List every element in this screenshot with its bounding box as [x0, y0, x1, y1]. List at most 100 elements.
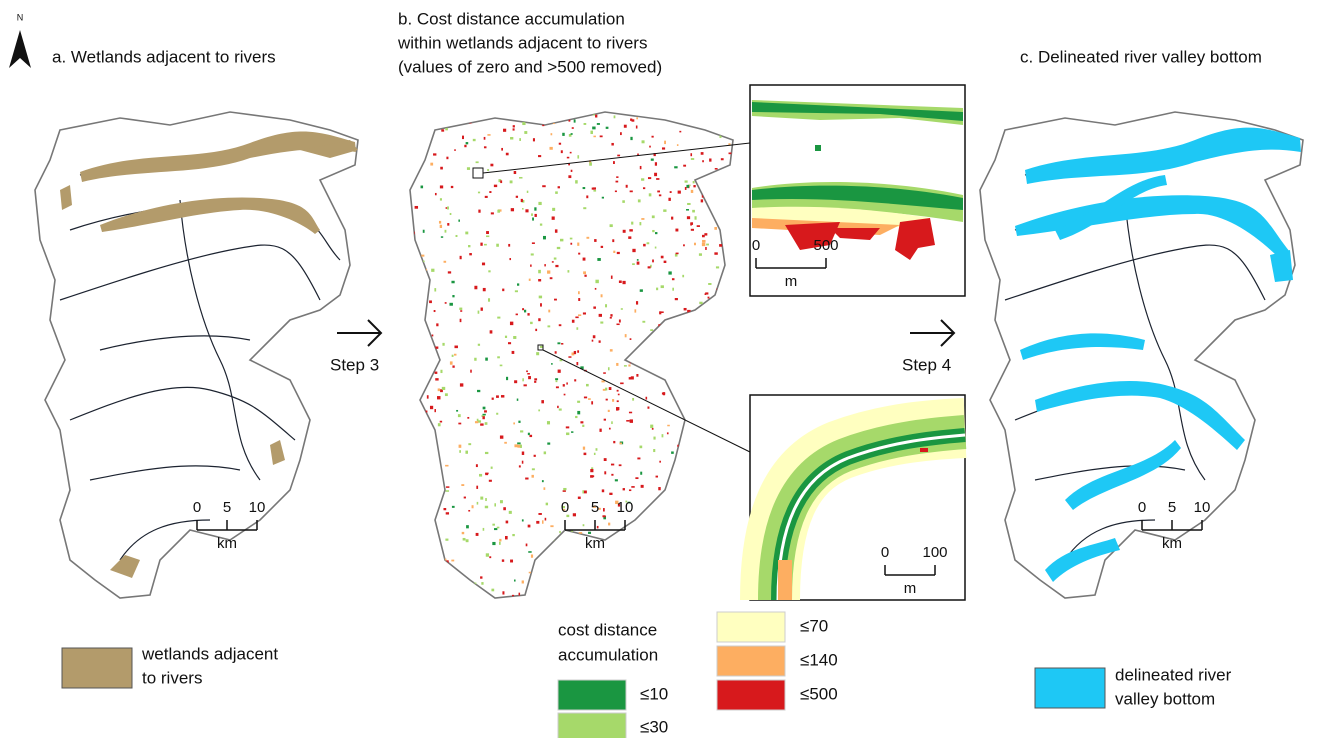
pixel	[414, 440, 417, 443]
pixel	[429, 300, 432, 303]
pixel	[432, 335, 434, 337]
pixel	[430, 406, 433, 409]
pixel	[604, 471, 606, 474]
pixel	[577, 401, 580, 403]
pixel	[611, 474, 613, 476]
pixel	[410, 561, 412, 564]
pixel	[632, 249, 635, 252]
pixel	[626, 185, 628, 188]
pixel	[557, 342, 560, 344]
pixel	[502, 559, 504, 561]
pixel	[730, 507, 733, 509]
pixel	[470, 370, 472, 373]
pixel	[648, 342, 650, 345]
pixel	[583, 524, 585, 526]
pixel	[674, 320, 677, 323]
pixel	[549, 147, 552, 150]
inset	[750, 395, 965, 600]
pixel	[484, 146, 487, 148]
pixel	[686, 209, 689, 211]
pixel	[441, 236, 443, 238]
pixel	[552, 261, 554, 263]
pixel	[554, 299, 557, 301]
pixel	[615, 191, 617, 193]
pixel	[531, 253, 534, 255]
pixel	[567, 157, 569, 159]
pixel	[707, 419, 709, 421]
pixel	[706, 596, 709, 599]
legend-swatch	[558, 713, 626, 738]
pixel	[484, 244, 487, 246]
pixel	[524, 131, 527, 134]
pixel	[434, 409, 436, 412]
pixel	[431, 529, 433, 532]
pixel	[563, 384, 565, 386]
pixel	[664, 261, 667, 263]
pixel	[435, 372, 438, 374]
pixel	[531, 475, 533, 478]
pixel	[454, 354, 456, 356]
pixel	[721, 539, 723, 541]
pixel	[687, 398, 689, 400]
pixel	[478, 192, 480, 194]
pixel	[450, 361, 453, 364]
pixel	[682, 320, 684, 322]
pixel	[650, 425, 653, 428]
pixel	[528, 433, 530, 435]
pixel	[573, 513, 576, 516]
pixel	[414, 590, 417, 592]
pixel	[729, 409, 732, 412]
pixel	[571, 170, 573, 172]
pixel	[582, 490, 584, 493]
pixel	[519, 177, 522, 179]
pixel	[531, 213, 533, 216]
pixel	[724, 590, 727, 593]
pixel	[597, 123, 600, 125]
pixel	[486, 236, 489, 238]
pixel	[566, 433, 569, 436]
pixel	[514, 380, 517, 383]
pixel	[694, 243, 696, 246]
pixel	[540, 224, 542, 226]
pixel	[631, 376, 634, 379]
pixel	[574, 120, 576, 123]
pixel	[607, 573, 609, 575]
pixel	[698, 384, 701, 387]
pixel	[583, 447, 585, 450]
pixel	[483, 528, 485, 531]
pixel	[447, 223, 449, 226]
pixel	[488, 270, 490, 272]
pixel	[617, 573, 620, 575]
pixel	[565, 540, 567, 543]
pixel	[655, 594, 658, 596]
pixel	[611, 421, 613, 424]
pixel	[541, 555, 544, 557]
pixel	[565, 562, 567, 565]
pixel	[669, 509, 671, 512]
pixel	[717, 500, 720, 503]
pixel	[614, 115, 616, 118]
pixel	[446, 490, 449, 492]
pixel	[615, 479, 618, 481]
pixel	[715, 388, 718, 391]
pixel	[528, 376, 531, 379]
pixel	[716, 536, 718, 538]
pixel	[606, 127, 609, 129]
pixel	[603, 372, 606, 374]
pixel	[588, 584, 591, 586]
pixel	[512, 534, 515, 536]
pixel	[593, 187, 596, 189]
pixel	[610, 349, 613, 351]
scale-label: 0	[1138, 499, 1146, 516]
pixel	[547, 325, 550, 327]
pixel	[543, 487, 545, 490]
scale-label: 0	[561, 499, 569, 516]
pixel	[525, 478, 528, 480]
pixel	[594, 453, 596, 455]
pixel	[534, 214, 536, 217]
pixel	[440, 167, 443, 170]
pixel	[529, 279, 531, 281]
pixel	[538, 155, 541, 157]
pixel	[640, 472, 642, 475]
pixel	[568, 557, 570, 559]
